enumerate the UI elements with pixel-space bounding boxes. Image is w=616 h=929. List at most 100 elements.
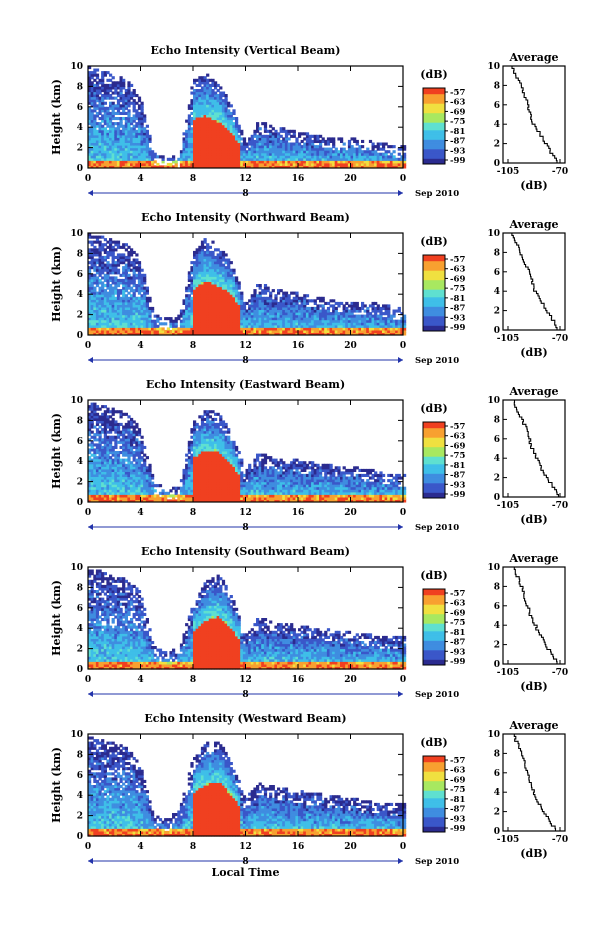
heatmap-cell bbox=[326, 314, 331, 318]
heatmap-cell bbox=[221, 165, 226, 169]
heatmap-cell bbox=[135, 147, 139, 151]
heatmap-cell bbox=[329, 147, 333, 151]
heatmap-cell bbox=[132, 129, 136, 133]
heatmap-cell bbox=[93, 235, 97, 239]
heatmap-cell bbox=[232, 276, 236, 280]
heatmap-cell bbox=[221, 276, 226, 280]
heatmap-cell bbox=[132, 271, 136, 275]
heatmap-cell bbox=[329, 317, 333, 321]
heatmap-cell bbox=[88, 106, 92, 110]
heatmap-cell bbox=[114, 473, 118, 477]
heatmap-cell bbox=[95, 324, 100, 328]
heatmap-cell bbox=[140, 332, 144, 336]
heatmap-cell bbox=[200, 317, 205, 321]
heatmap-cell bbox=[122, 443, 126, 447]
heatmap-cell bbox=[206, 281, 210, 285]
heatmap-cell bbox=[98, 468, 102, 472]
heatmap-cell bbox=[143, 299, 147, 303]
heatmap-cell bbox=[122, 132, 126, 136]
colorbar-frame bbox=[422, 254, 446, 332]
heatmap-cell bbox=[353, 319, 357, 323]
heatmap-cell bbox=[263, 152, 268, 156]
heatmap-cell bbox=[358, 324, 362, 328]
heatmap-cell bbox=[98, 81, 102, 85]
heatmap-cell bbox=[295, 157, 299, 161]
heatmap-cell bbox=[172, 319, 176, 323]
colorbar-segment bbox=[423, 256, 445, 260]
heatmap-cell bbox=[172, 329, 176, 333]
heatmap-cell bbox=[208, 89, 212, 93]
heatmap-cell bbox=[140, 317, 144, 321]
heatmap-cell bbox=[382, 157, 386, 161]
heatmap-cell bbox=[295, 150, 299, 154]
heatmap-cell bbox=[127, 250, 131, 254]
heatmap-cell bbox=[337, 155, 341, 159]
heatmap-cell bbox=[347, 324, 352, 328]
heatmap-cell bbox=[208, 301, 212, 305]
heatmap-cell bbox=[232, 165, 236, 169]
heatmap-cell bbox=[161, 332, 165, 336]
heatmap-cell bbox=[384, 332, 388, 336]
heatmap-cell bbox=[151, 309, 155, 313]
heatmap-cell bbox=[200, 304, 205, 308]
heatmap-cell bbox=[277, 289, 281, 293]
heatmap-cell bbox=[308, 134, 312, 138]
heatmap-cell bbox=[140, 281, 144, 285]
heatmap-cell bbox=[114, 160, 118, 164]
heatmap-cell bbox=[266, 306, 270, 310]
heatmap-cell bbox=[219, 157, 223, 161]
heatmap-cell bbox=[198, 268, 202, 272]
heatmap-cell bbox=[101, 248, 105, 252]
heatmap-cell bbox=[313, 314, 317, 318]
heatmap-cell bbox=[235, 319, 239, 323]
heatmap-cell bbox=[90, 165, 94, 169]
heatmap-cell bbox=[119, 78, 123, 82]
heatmap-cell bbox=[282, 329, 286, 333]
heatmap-cell bbox=[392, 329, 396, 333]
heatmap-cell bbox=[308, 142, 312, 146]
heatmap-cell bbox=[403, 324, 407, 328]
heatmap-cell bbox=[114, 150, 118, 154]
colorbar-segment bbox=[423, 95, 445, 98]
heatmap-cell bbox=[277, 165, 281, 169]
heatmap-cell bbox=[111, 486, 115, 490]
heatmap-cell bbox=[290, 319, 294, 323]
heatmap-cell bbox=[193, 281, 197, 285]
heatmap-cell bbox=[98, 99, 102, 103]
heatmap-cell bbox=[282, 324, 286, 328]
heatmap-cell bbox=[90, 301, 94, 305]
heatmap-cell bbox=[227, 155, 231, 159]
heatmap-cell bbox=[274, 162, 278, 166]
heatmap-cell bbox=[214, 111, 218, 115]
heatmap-cell bbox=[305, 324, 310, 328]
heatmap-cell bbox=[384, 150, 388, 154]
heatmap-cell bbox=[308, 137, 312, 141]
heatmap-cell bbox=[95, 276, 100, 280]
heatmap-cell bbox=[135, 327, 139, 331]
heatmap-cell bbox=[366, 312, 370, 316]
heatmap-cell bbox=[90, 119, 94, 123]
heatmap-cell bbox=[103, 119, 107, 123]
heatmap-cell bbox=[221, 109, 226, 113]
heatmap-cell bbox=[98, 152, 102, 156]
heatmap-cell bbox=[290, 324, 294, 328]
heatmap-cell bbox=[106, 466, 110, 470]
heatmap-cell bbox=[345, 324, 349, 328]
heatmap-cell bbox=[106, 496, 110, 500]
heatmap-cell bbox=[392, 165, 396, 169]
heatmap-cell bbox=[374, 165, 378, 169]
heatmap-cell bbox=[295, 162, 299, 166]
heatmap-cell bbox=[219, 271, 223, 275]
heatmap-cell bbox=[303, 152, 307, 156]
heatmap-cell bbox=[403, 165, 407, 169]
heatmap-cell bbox=[119, 137, 123, 141]
heatmap-cell bbox=[140, 289, 144, 293]
heatmap-cell bbox=[98, 329, 102, 333]
heatmap-cell bbox=[114, 479, 118, 483]
heatmap-cell bbox=[240, 155, 244, 159]
heatmap-cell bbox=[106, 122, 110, 126]
heatmap-cell bbox=[179, 329, 184, 333]
heatmap-cell bbox=[397, 165, 401, 169]
x-tick-label: 4 bbox=[137, 341, 143, 351]
heatmap-cell bbox=[114, 81, 118, 85]
